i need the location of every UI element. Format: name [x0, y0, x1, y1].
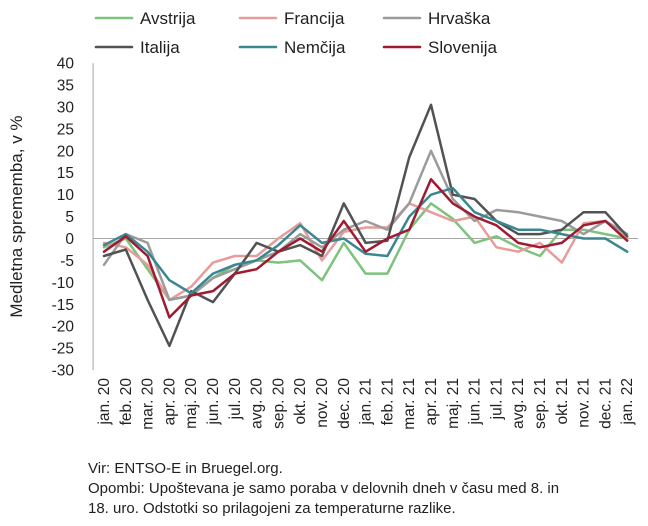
x-tick-label: nov. 20 [314, 378, 331, 428]
x-tick-label: jan. 22 [619, 378, 636, 426]
y-tick-label: 40 [57, 56, 75, 73]
x-tick-label: maj. 21 [445, 378, 462, 429]
legend-label: Avstrija [140, 9, 196, 28]
series-line-slovenija [102, 178, 629, 319]
x-tick-label: dec. 20 [336, 378, 353, 429]
y-tick-label: -15 [52, 297, 74, 314]
x-tick-label: feb. 20 [118, 378, 135, 426]
x-tick-label: mar. 21 [401, 378, 418, 430]
y-tick-label: 15 [57, 165, 74, 182]
legend-label: Hrvaška [428, 9, 491, 28]
x-tick-label: sep. 21 [532, 378, 549, 429]
legend-label: Italija [140, 38, 180, 57]
x-axis: jan. 20 feb. 20 mar. 20 apr. 20 maj. 20 jun. … [92, 63, 639, 430]
x-tick-label: jan. 21 [358, 378, 375, 426]
y-tick-label: 0 [65, 231, 74, 248]
legend-label: Nemčija [284, 38, 346, 57]
x-tick-label: okt. 21 [554, 378, 571, 425]
y-axis-title: Medletna sprememba, v % [7, 115, 26, 317]
y-axis: 40 35 30 25 20 15 10 5 0 -5 -10 -15 -20 -25 -30 [52, 56, 75, 380]
legend: Avstrija Francija Hrvaška Italija Nemčija Slo… [94, 9, 498, 57]
source-note: Vir: ENTSO-E in Bruegel.org. [88, 460, 283, 477]
x-tick-label: jan. 20 [96, 378, 113, 426]
x-tick-label: dec. 21 [597, 378, 614, 429]
x-tick-label: jul. 20 [227, 378, 244, 421]
y-tick-label: 35 [57, 78, 74, 95]
x-tick-label: jun. 20 [205, 378, 222, 426]
x-tick-label: okt. 20 [292, 378, 309, 425]
y-tick-label: 20 [57, 143, 75, 160]
x-tick-label: apr. 20 [161, 378, 178, 426]
x-tick-label: jun. 21 [467, 378, 484, 426]
remarks-note-line-2: 18. uro. Odstotki so prilagojeni za temp… [88, 500, 456, 517]
series-line-nem-ija [102, 186, 629, 295]
y-tick-label: 5 [65, 209, 74, 226]
x-tick-label: maj. 20 [183, 378, 200, 429]
x-tick-label: sep. 20 [270, 378, 287, 429]
plot-lines [102, 103, 629, 348]
x-tick-label: nov. 21 [576, 378, 593, 428]
legend-label: Francija [284, 9, 345, 28]
y-tick-label: 10 [57, 187, 75, 204]
y-tick-label: -20 [52, 319, 75, 336]
y-tick-label: 25 [57, 121, 74, 138]
x-tick-label: avg. 21 [510, 378, 527, 429]
series-line-francija [102, 202, 629, 302]
x-tick-label: jul. 21 [488, 378, 505, 420]
x-tick-label: apr. 21 [423, 378, 440, 425]
series-line-italija [102, 103, 629, 348]
y-tick-label: -30 [52, 363, 75, 380]
remarks-note-line-1: Opombi: Upoštevana je samo poraba v delo… [88, 480, 560, 497]
y-tick-label: 30 [57, 99, 75, 116]
chart-notes: Vir: ENTSO-E in Bruegel.org. Opombi: Upo… [88, 459, 644, 519]
legend-label: Slovenija [428, 38, 498, 57]
y-tick-label: -5 [60, 253, 74, 270]
x-tick-label: avg. 20 [249, 378, 266, 429]
x-tick-label: feb. 21 [379, 378, 396, 425]
x-tick-label: mar. 20 [140, 378, 157, 430]
series-line-hrva-ka [102, 149, 629, 302]
y-axis-title-group: Medletna sprememba, v % [7, 115, 26, 317]
y-tick-label: -10 [52, 275, 75, 292]
y-tick-label: -25 [52, 341, 74, 358]
